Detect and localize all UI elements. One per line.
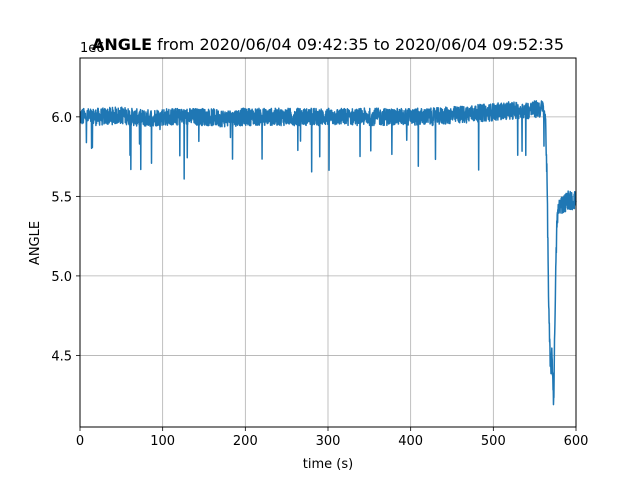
ticks: 0 100 200 300 400 500 600 4.5 5.0 5.5 6.0 [51,111,588,449]
chart-title-bold: ANGLE [92,35,152,54]
x-tick-label: 0 [76,434,84,449]
y-axis-label: ANGLE [28,221,43,265]
x-tick-label: 400 [398,434,423,449]
y-offset-label: 1e6 [80,41,105,56]
x-tick-label: 600 [564,434,589,449]
y-tick-label: 5.5 [51,190,72,205]
chart-title-rest: from 2020/06/04 09:42:35 to 2020/06/04 0… [152,35,564,54]
x-axis-label: time (s) [303,457,353,472]
y-tick-label: 4.5 [51,349,72,364]
x-tick-label: 500 [481,434,506,449]
angle-series-line [79,100,577,406]
x-tick-label: 100 [150,434,175,449]
x-tick-label: 300 [316,434,341,449]
chart-title: ANGLE from 2020/06/04 09:42:35 to 2020/0… [92,35,564,54]
y-tick-label: 6.0 [51,111,72,126]
x-tick-label: 200 [233,434,258,449]
series-layer [79,100,577,406]
y-tick-label: 5.0 [51,270,72,285]
